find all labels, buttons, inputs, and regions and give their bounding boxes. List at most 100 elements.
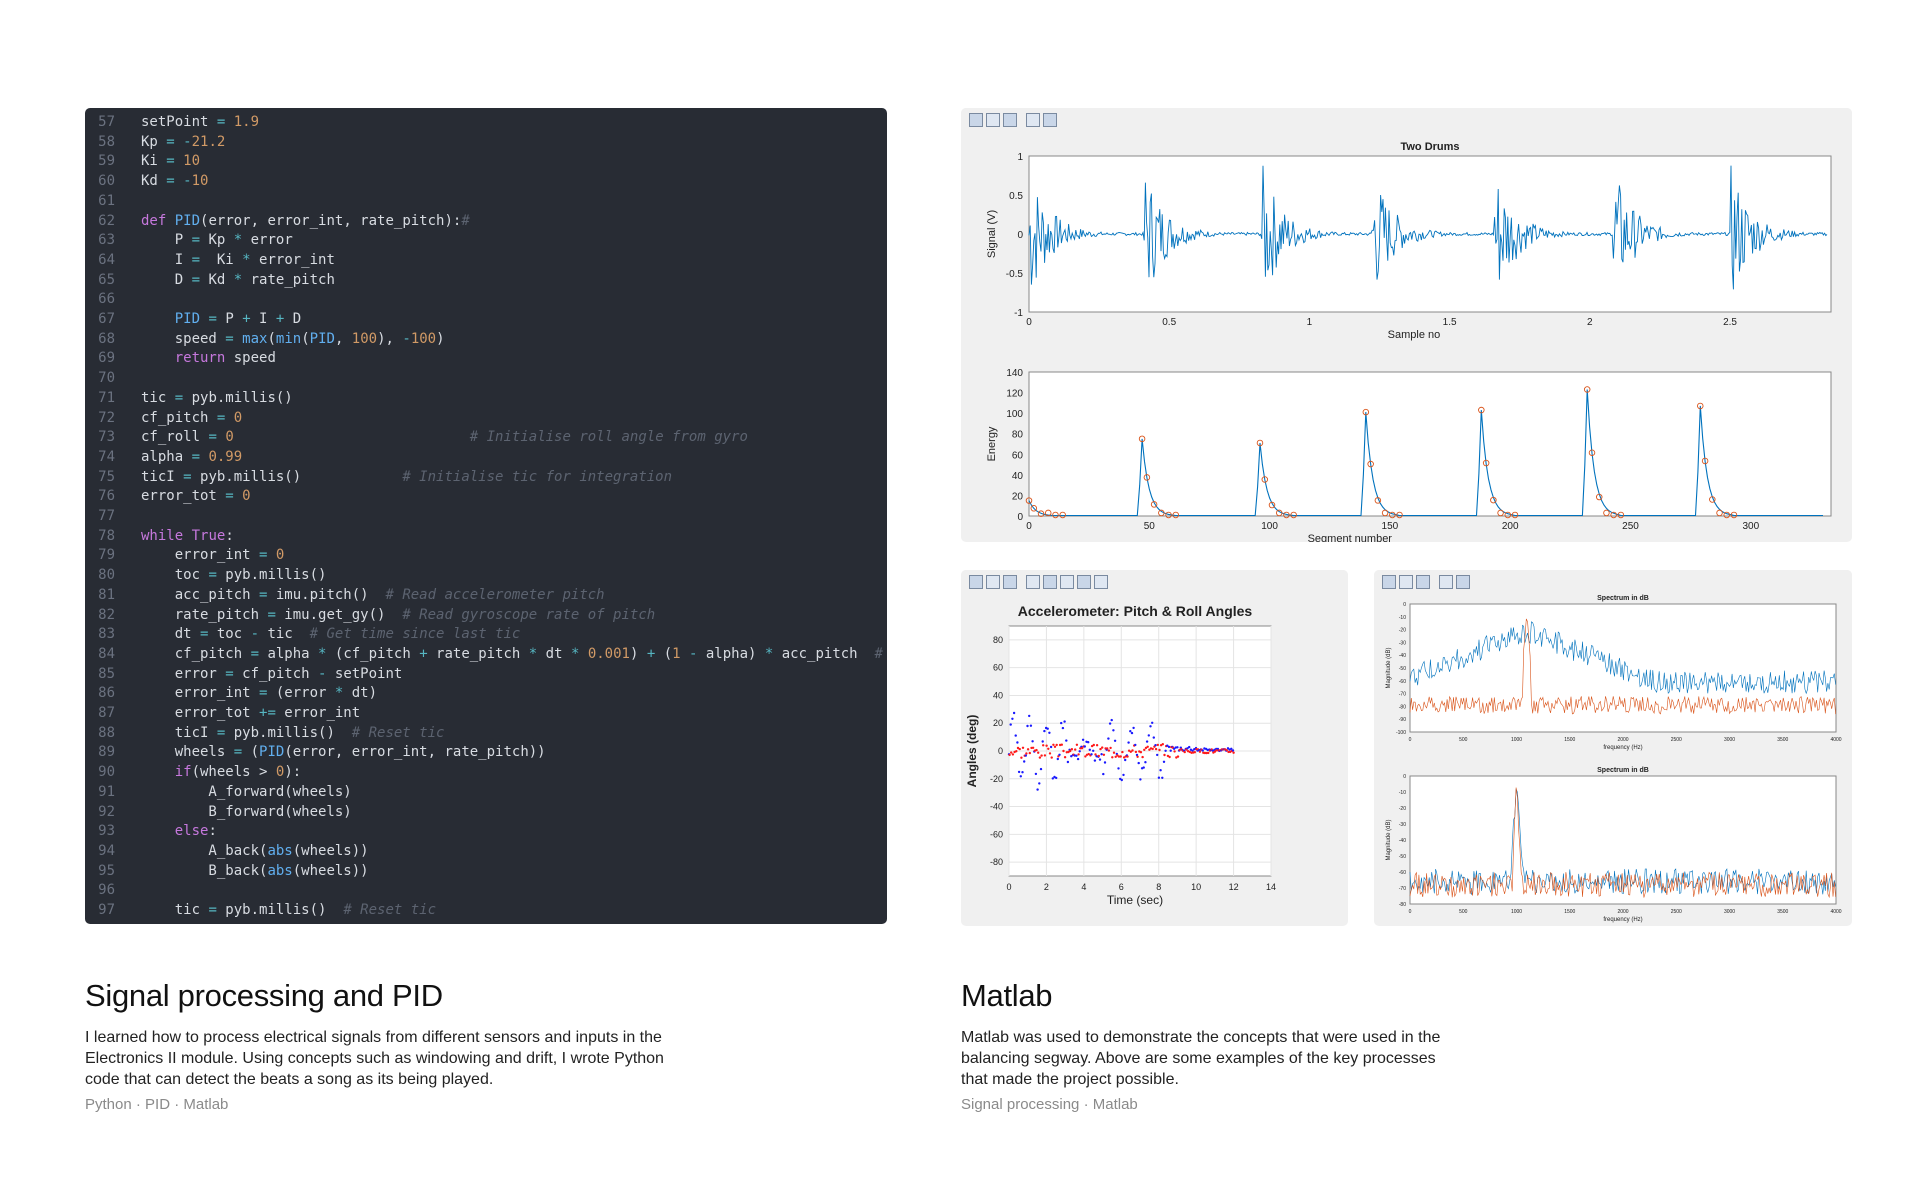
pitch-point xyxy=(1226,747,1230,750)
save-icon[interactable] xyxy=(1077,575,1091,589)
pitch-point xyxy=(1088,748,1091,751)
data-cursor-icon[interactable] xyxy=(986,575,1000,589)
line-number: 64 xyxy=(98,251,115,268)
y-tick-label: 140 xyxy=(1006,368,1023,379)
roll-point xyxy=(1010,751,1013,754)
roll-point xyxy=(1154,747,1158,751)
pitch-point xyxy=(1041,740,1044,743)
peak-marker xyxy=(1268,501,1276,509)
code-line: 94 A_back(abs(wheels)) xyxy=(85,841,887,861)
y-tick-label: -100 xyxy=(1396,730,1406,736)
property-inspector-icon[interactable] xyxy=(1456,575,1470,589)
x-tick-label: 3000 xyxy=(1724,909,1735,915)
roll-point xyxy=(1025,752,1028,755)
line-number: 61 xyxy=(98,192,115,209)
pitch-point xyxy=(1231,749,1235,752)
code-line: 73 cf_roll = 0 # Initialise roll angle fr… xyxy=(85,427,887,447)
line-number: 63 xyxy=(98,232,115,249)
x-tick-label: 0 xyxy=(1409,737,1412,743)
x-tick-label: 1500 xyxy=(1564,737,1575,743)
pointer-icon[interactable] xyxy=(1439,575,1453,589)
pitch-point xyxy=(1186,747,1189,750)
line-number: 72 xyxy=(98,409,115,426)
line-number: 70 xyxy=(98,370,115,387)
print-icon[interactable] xyxy=(969,113,983,127)
print-icon[interactable] xyxy=(969,575,983,589)
roll-point xyxy=(1168,755,1171,759)
pitch-point xyxy=(1117,767,1120,770)
roll-point xyxy=(1020,756,1023,759)
pointer-icon[interactable] xyxy=(1026,113,1040,127)
insert-legend-icon[interactable] xyxy=(1003,113,1017,127)
x-tick-label: 1.5 xyxy=(1443,317,1457,328)
pitch-point xyxy=(1083,745,1086,748)
insert-legend-icon[interactable] xyxy=(1416,575,1430,589)
roll-point xyxy=(1156,743,1159,747)
code-line: 80 toc = pyb.millis() xyxy=(85,565,887,585)
code-line: 82 rate_pitch = imu.get_gy() # Read gyro… xyxy=(85,605,887,625)
peak-marker xyxy=(1588,449,1596,456)
x-tick-label: 0 xyxy=(1006,882,1011,892)
code-text: ticI = pyb.millis() # Initialise tic for… xyxy=(141,468,673,485)
pitch-point xyxy=(1034,772,1038,776)
pitch-point xyxy=(1012,711,1016,715)
roll-point xyxy=(1117,755,1121,758)
open-icon[interactable] xyxy=(1060,575,1074,589)
data-cursor-icon[interactable] xyxy=(1399,575,1413,589)
y-tick-label: -60 xyxy=(990,829,1003,839)
code-editor[interactable]: 57 setPoint = 1.9 58 Kp = -21.2 59 Ki = 10 60 K… xyxy=(85,108,887,924)
y-tick-label: -10 xyxy=(1399,790,1406,796)
peak-marker xyxy=(1389,511,1396,519)
roll-point xyxy=(1077,753,1080,756)
roll-point xyxy=(1146,745,1149,748)
line-number: 58 xyxy=(98,133,115,150)
pitch-point xyxy=(1191,749,1194,752)
code-text: ticI = pyb.millis() # Reset tic xyxy=(141,724,445,741)
section-title-matlab: Matlab xyxy=(961,978,1053,1013)
roll-point xyxy=(1134,750,1138,754)
insert-legend-icon[interactable] xyxy=(1003,575,1017,589)
x-tick-label: 2 xyxy=(1587,317,1593,328)
zoom-icon[interactable] xyxy=(1094,575,1108,589)
roll-point xyxy=(1031,746,1035,749)
y-tick-label: -60 xyxy=(1399,679,1406,685)
y-tick-label: -20 xyxy=(990,774,1003,784)
code-text: cf_roll = 0 # Initialise roll angle from… xyxy=(141,429,748,446)
code-line: 72 cf_pitch = 0 xyxy=(85,408,887,428)
pitch-point xyxy=(1036,788,1039,791)
code-text: P = Kp * error xyxy=(141,232,293,249)
code-line: 65 D = Kd * rate_pitch xyxy=(85,270,887,290)
y-tick-label: -60 xyxy=(1399,870,1406,876)
code-text: Ki = 10 xyxy=(141,153,201,170)
roll-point xyxy=(1129,750,1132,753)
y-tick-label: -70 xyxy=(1399,886,1406,892)
code-text: A_back(abs(wheels)) xyxy=(141,842,369,859)
roll-point xyxy=(1075,743,1079,746)
pitch-point xyxy=(1019,775,1022,778)
pitch-point xyxy=(1132,726,1135,730)
code-line: 76 error_tot = 0 xyxy=(85,486,887,506)
x-tick-label: 0.5 xyxy=(1162,317,1176,328)
pitch-point xyxy=(1043,729,1046,733)
roll-point xyxy=(1183,750,1186,754)
code-line: 96 xyxy=(85,880,887,900)
property-inspector-icon[interactable] xyxy=(1043,575,1057,589)
pitch-point xyxy=(1112,729,1115,732)
code-text: error_int = (error * dt) xyxy=(141,685,378,702)
pointer-icon[interactable] xyxy=(1026,575,1040,589)
print-icon[interactable] xyxy=(1382,575,1396,589)
line-number: 66 xyxy=(98,291,115,308)
pitch-point xyxy=(1107,737,1110,740)
pitch-point xyxy=(1031,740,1034,743)
x-tick-label: 3500 xyxy=(1777,909,1788,915)
line-number: 71 xyxy=(98,389,115,406)
property-inspector-icon[interactable] xyxy=(1043,113,1057,127)
roll-point xyxy=(1038,756,1042,759)
data-cursor-icon[interactable] xyxy=(986,113,1000,127)
roll-point xyxy=(1158,748,1161,752)
pitch-point xyxy=(1108,722,1112,725)
x-tick-label: 1000 xyxy=(1511,909,1522,915)
pitch-point xyxy=(1159,769,1162,772)
pitch-point xyxy=(1166,744,1169,747)
pitch-point xyxy=(1135,753,1139,757)
